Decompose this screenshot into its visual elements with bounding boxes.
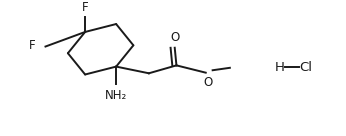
Text: Cl: Cl: [299, 61, 312, 74]
Text: O: O: [170, 31, 179, 44]
Text: H: H: [275, 61, 285, 74]
Text: F: F: [28, 39, 35, 52]
Text: O: O: [203, 76, 213, 89]
Text: F: F: [82, 1, 89, 14]
Text: NH₂: NH₂: [105, 89, 127, 102]
